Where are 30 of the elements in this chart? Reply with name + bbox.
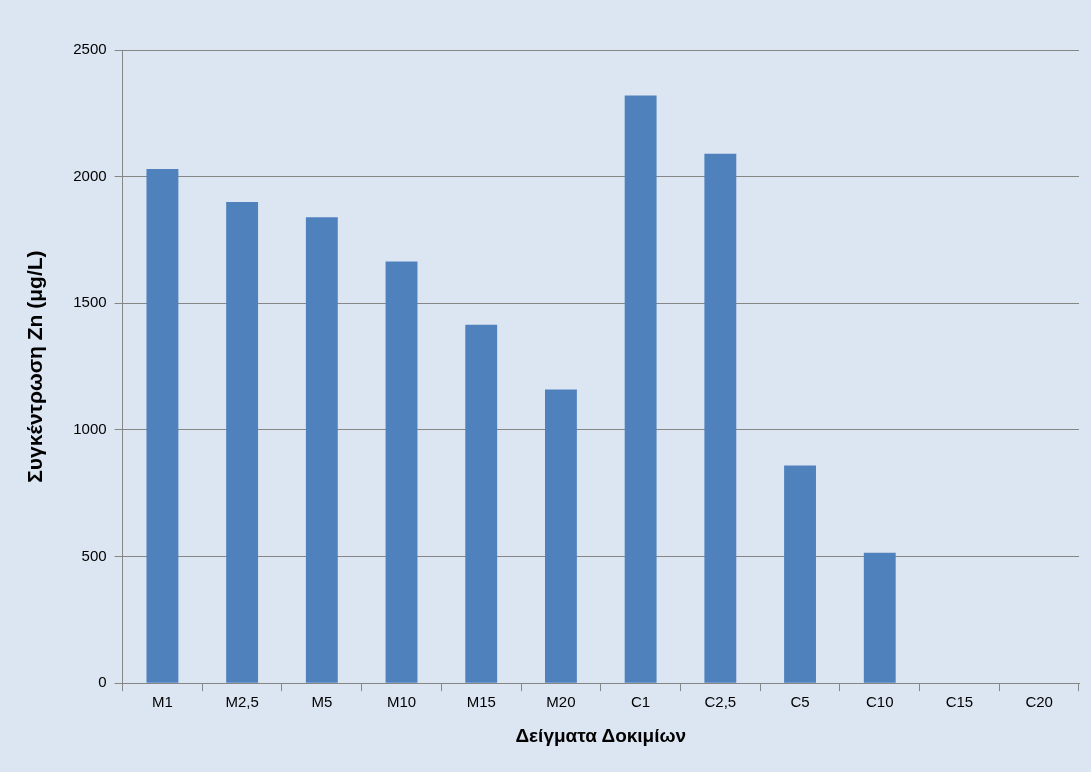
x-tick-label: M15 [466, 693, 496, 711]
y-tick-label: 1500 [73, 293, 107, 311]
bar [146, 169, 179, 683]
bar [465, 324, 498, 683]
y-tick-label: 2000 [73, 166, 107, 184]
bar [385, 261, 418, 683]
x-tick-label: C2,5 [704, 693, 737, 711]
bar [305, 217, 338, 683]
y-tick-label: 0 [98, 673, 107, 691]
x-tick-label: C10 [865, 693, 894, 711]
y-tick-label: 500 [81, 546, 107, 564]
x-tick-label: C15 [945, 693, 974, 711]
bar [704, 153, 737, 683]
y-tick-label: 1000 [73, 420, 107, 438]
bar [784, 465, 816, 683]
x-tick-label: M20 [546, 693, 576, 711]
x-tick-label: M5 [311, 693, 333, 711]
y-tick-label: 2500 [73, 40, 107, 58]
bar [226, 201, 259, 683]
x-tick-label: C5 [790, 693, 810, 711]
bar [863, 552, 896, 683]
x-tick-label: C1 [631, 693, 651, 711]
x-axis-title: Δείγματα Δοκιμίων [515, 724, 687, 746]
y-axis-title: Συγκέντρωση Zn (μg/L) [23, 250, 47, 483]
x-tick-label: C20 [1025, 693, 1053, 711]
bar [624, 95, 657, 683]
x-tick-label: M10 [386, 693, 417, 711]
x-tick-label: M1 [152, 693, 173, 711]
bar [544, 389, 577, 683]
x-tick-label: M2,5 [225, 693, 259, 711]
